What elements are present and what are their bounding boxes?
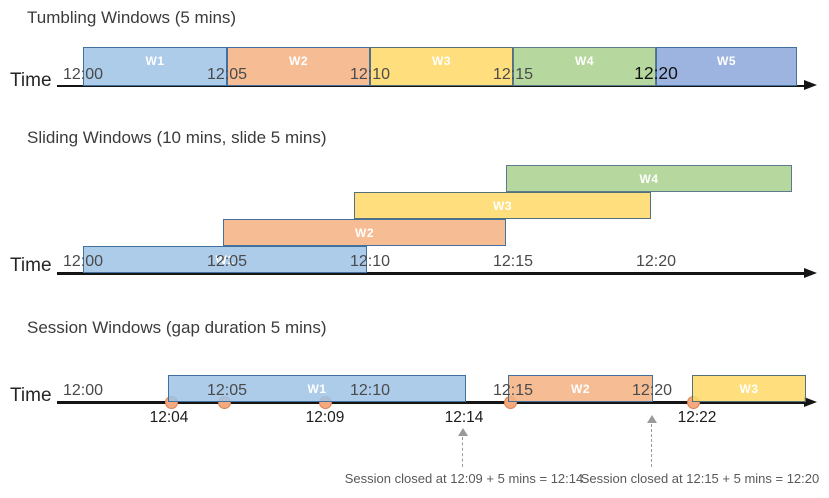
axis-arrow-icon (804, 267, 817, 278)
arrow-up-icon (458, 428, 468, 436)
window-label: W3 (493, 198, 512, 213)
tumbling-window-w1: W1 (83, 47, 227, 86)
window-label: W1 (215, 252, 235, 267)
axis-tick-label: 12:20 (634, 63, 678, 83)
tumbling-window-w2: W2 (227, 47, 370, 86)
sliding-window-w1: W1 (83, 246, 367, 273)
axis-tick-label: 12:05 (206, 66, 248, 83)
axis-tick-label: 12:05 (206, 382, 248, 399)
axis-tick-label: 12:20 (635, 253, 677, 270)
axis-tick-label: 12:15 (492, 66, 534, 83)
axis-tick-label: 12:05 (206, 253, 248, 270)
axis-tick-label: 12:10 (349, 253, 391, 270)
window-label: W4 (575, 54, 594, 68)
axis-arrow-icon (804, 396, 817, 407)
time-axis (57, 272, 806, 275)
window-label: W4 (639, 171, 659, 186)
session-note: Session closed at 12:15 + 5 mins = 12:20 (580, 471, 820, 486)
axis-tick-label: 12:15 (492, 253, 534, 270)
time-axis-label: Time (10, 385, 52, 406)
axis-tick-label: 12:00 (62, 253, 104, 270)
window-label: W3 (739, 381, 759, 396)
session-window-w1: W1 (168, 375, 466, 402)
window-label: W1 (145, 54, 165, 68)
window-label: W2 (355, 225, 374, 240)
session-note: Session closed at 12:09 + 5 mins = 12:14 (344, 471, 584, 486)
sliding-window-w2: W2 (223, 219, 506, 246)
axis-tick-label: 12:10 (349, 382, 391, 399)
window-label: W5 (717, 54, 736, 68)
event-time-label: 12:14 (444, 409, 484, 426)
window-label: W2 (571, 381, 590, 396)
window-label: W3 (432, 54, 451, 68)
axis-tick-label: 12:15 (492, 382, 534, 399)
time-axis-label: Time (10, 70, 52, 91)
sliding-window-w3: W3 (354, 192, 651, 219)
event-time-label: 12:04 (149, 409, 189, 426)
annotation-arrow-line (462, 437, 463, 467)
session-window-w3: W3 (692, 375, 806, 402)
annotation-arrow-line (651, 424, 652, 467)
axis-tick-label: 12:00 (62, 66, 104, 83)
arrow-up-icon (647, 415, 657, 423)
tumbling-window-w5: W5 (656, 47, 797, 86)
window-label: W2 (289, 54, 308, 68)
axis-tick-label: 12:00 (62, 382, 104, 399)
session-title: Session Windows (gap duration 5 mins) (27, 318, 327, 337)
tumbling-window-w3: W3 (370, 47, 513, 86)
window-label: W1 (307, 381, 327, 396)
axis-arrow-icon (804, 80, 817, 90)
axis-tick-label: 12:10 (349, 66, 391, 83)
axis-tick-label: 12:20 (631, 382, 673, 399)
time-axis (57, 401, 806, 404)
event-time-label: 12:09 (305, 409, 345, 426)
tumbling-window-w4: W4 (513, 47, 656, 86)
sliding-window-w4: W4 (506, 165, 792, 192)
tumbling-title: Tumbling Windows (5 mins) (27, 8, 237, 27)
event-time-label: 12:22 (677, 409, 717, 426)
sliding-title: Sliding Windows (10 mins, slide 5 mins) (27, 128, 327, 147)
session-window-w2: W2 (508, 375, 653, 402)
time-axis-label: Time (10, 255, 52, 276)
